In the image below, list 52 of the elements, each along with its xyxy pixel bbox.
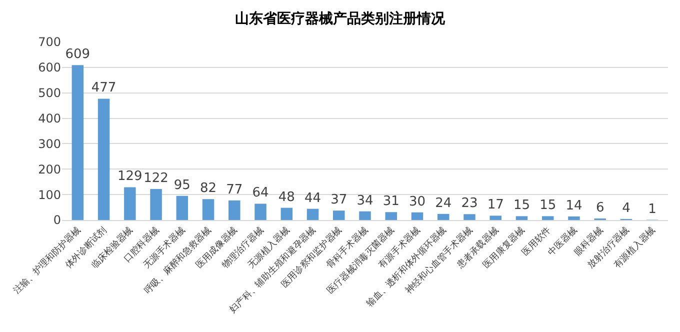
bar: [202, 199, 214, 220]
data-label: 34: [356, 193, 374, 208]
y-tick-label: 500: [38, 86, 61, 100]
data-label: 17: [487, 198, 504, 213]
data-label: 129: [118, 169, 142, 184]
y-tick-label: 100: [38, 188, 61, 202]
bar: [333, 210, 345, 220]
bar: [516, 216, 528, 220]
bar: [176, 196, 188, 220]
data-label: 609: [65, 47, 90, 62]
y-tick-label: 300: [38, 136, 61, 151]
data-label: 64: [252, 186, 269, 201]
data-label: 48: [278, 190, 295, 205]
bar: [72, 65, 84, 220]
bar: [411, 212, 424, 220]
y-tick-label: 700: [38, 35, 61, 50]
bar: [228, 200, 240, 220]
data-label: 4: [622, 200, 630, 216]
bar: [124, 187, 136, 220]
data-label: 122: [144, 170, 168, 186]
bar: [280, 208, 293, 220]
data-label: 30: [408, 194, 426, 210]
data-label: 77: [226, 182, 243, 198]
data-label: 15: [540, 198, 556, 214]
data-label: 1: [648, 202, 656, 217]
bar: [306, 208, 319, 220]
data-label: 477: [91, 80, 116, 96]
bar: [490, 216, 502, 220]
data-label: 24: [435, 196, 452, 211]
data-label: 14: [566, 198, 582, 214]
y-tick-label: 200: [38, 162, 61, 176]
chart-title: 山东省医疗器械产品类别注册情况: [235, 10, 446, 28]
bar: [437, 214, 450, 220]
data-label: 44: [304, 190, 322, 206]
bar: [464, 214, 476, 220]
data-label: 82: [200, 181, 217, 196]
bar: [542, 216, 554, 220]
data-label: 6: [596, 200, 604, 216]
bar: [568, 216, 580, 220]
y-tick-label: 0: [53, 213, 61, 228]
data-label: 95: [174, 178, 190, 193]
bar: [359, 211, 371, 220]
data-label: 23: [461, 196, 478, 212]
data-label: 15: [513, 198, 530, 214]
bar: [254, 204, 266, 220]
data-label: 31: [382, 194, 400, 210]
y-tick-label: 400: [38, 111, 61, 126]
y-tick-label: 600: [38, 60, 61, 75]
bar: [150, 188, 162, 220]
bar: [385, 212, 397, 220]
bar: [98, 98, 110, 220]
data-label: 37: [330, 192, 348, 208]
